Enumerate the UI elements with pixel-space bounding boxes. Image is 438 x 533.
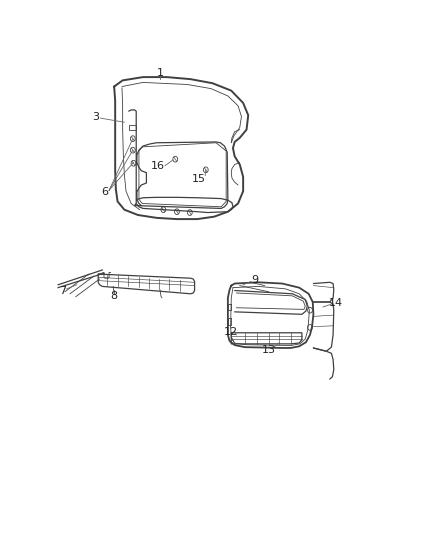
Text: 8: 8 bbox=[110, 291, 118, 301]
Text: 1: 1 bbox=[156, 68, 163, 78]
Text: 16: 16 bbox=[151, 161, 165, 171]
Text: 15: 15 bbox=[192, 174, 206, 184]
Text: 14: 14 bbox=[329, 298, 343, 308]
Text: 12: 12 bbox=[223, 327, 238, 336]
Text: 3: 3 bbox=[92, 112, 99, 122]
Text: 9: 9 bbox=[251, 275, 258, 285]
Bar bbox=[129, 125, 135, 131]
Text: 6: 6 bbox=[102, 187, 109, 197]
Text: 13: 13 bbox=[261, 345, 276, 356]
Text: 7: 7 bbox=[59, 286, 66, 295]
